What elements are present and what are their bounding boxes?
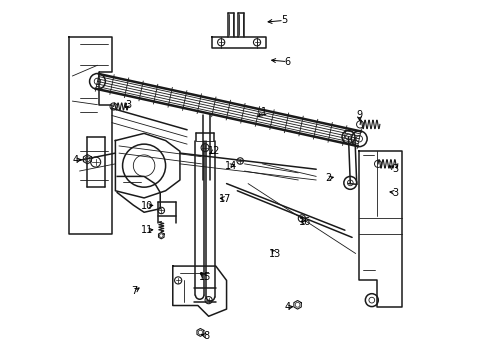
Text: 11: 11	[141, 225, 153, 235]
Text: 8: 8	[203, 331, 209, 341]
Text: 1: 1	[261, 107, 267, 117]
Text: 3: 3	[391, 164, 397, 174]
Text: 13: 13	[268, 248, 281, 258]
Text: 15: 15	[199, 272, 211, 282]
Text: 17: 17	[218, 194, 230, 204]
Text: 4: 4	[284, 302, 290, 312]
Text: 6: 6	[284, 57, 290, 67]
Text: 4: 4	[72, 155, 78, 165]
Text: 12: 12	[207, 146, 220, 156]
Text: 3: 3	[124, 100, 131, 110]
Text: 16: 16	[298, 217, 310, 227]
Text: 10: 10	[141, 201, 153, 211]
Text: 9: 9	[355, 111, 362, 121]
Text: 2: 2	[325, 173, 331, 183]
Text: 7: 7	[131, 286, 137, 296]
Text: 5: 5	[280, 15, 286, 26]
Text: 14: 14	[224, 161, 237, 171]
Text: 3: 3	[391, 188, 397, 198]
